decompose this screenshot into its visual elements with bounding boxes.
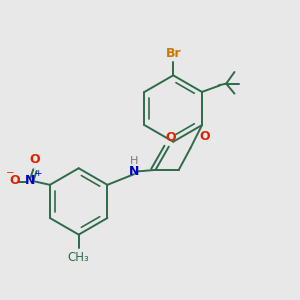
Text: N: N — [25, 174, 35, 188]
Text: H: H — [130, 156, 138, 166]
Text: N: N — [129, 165, 139, 178]
Text: O: O — [30, 153, 40, 166]
Text: −: − — [5, 167, 14, 178]
Text: O: O — [9, 174, 20, 188]
Text: Br: Br — [165, 47, 181, 60]
Text: O: O — [165, 131, 176, 144]
Text: CH₃: CH₃ — [68, 251, 89, 264]
Text: +: + — [34, 169, 42, 178]
Text: O: O — [199, 130, 210, 143]
